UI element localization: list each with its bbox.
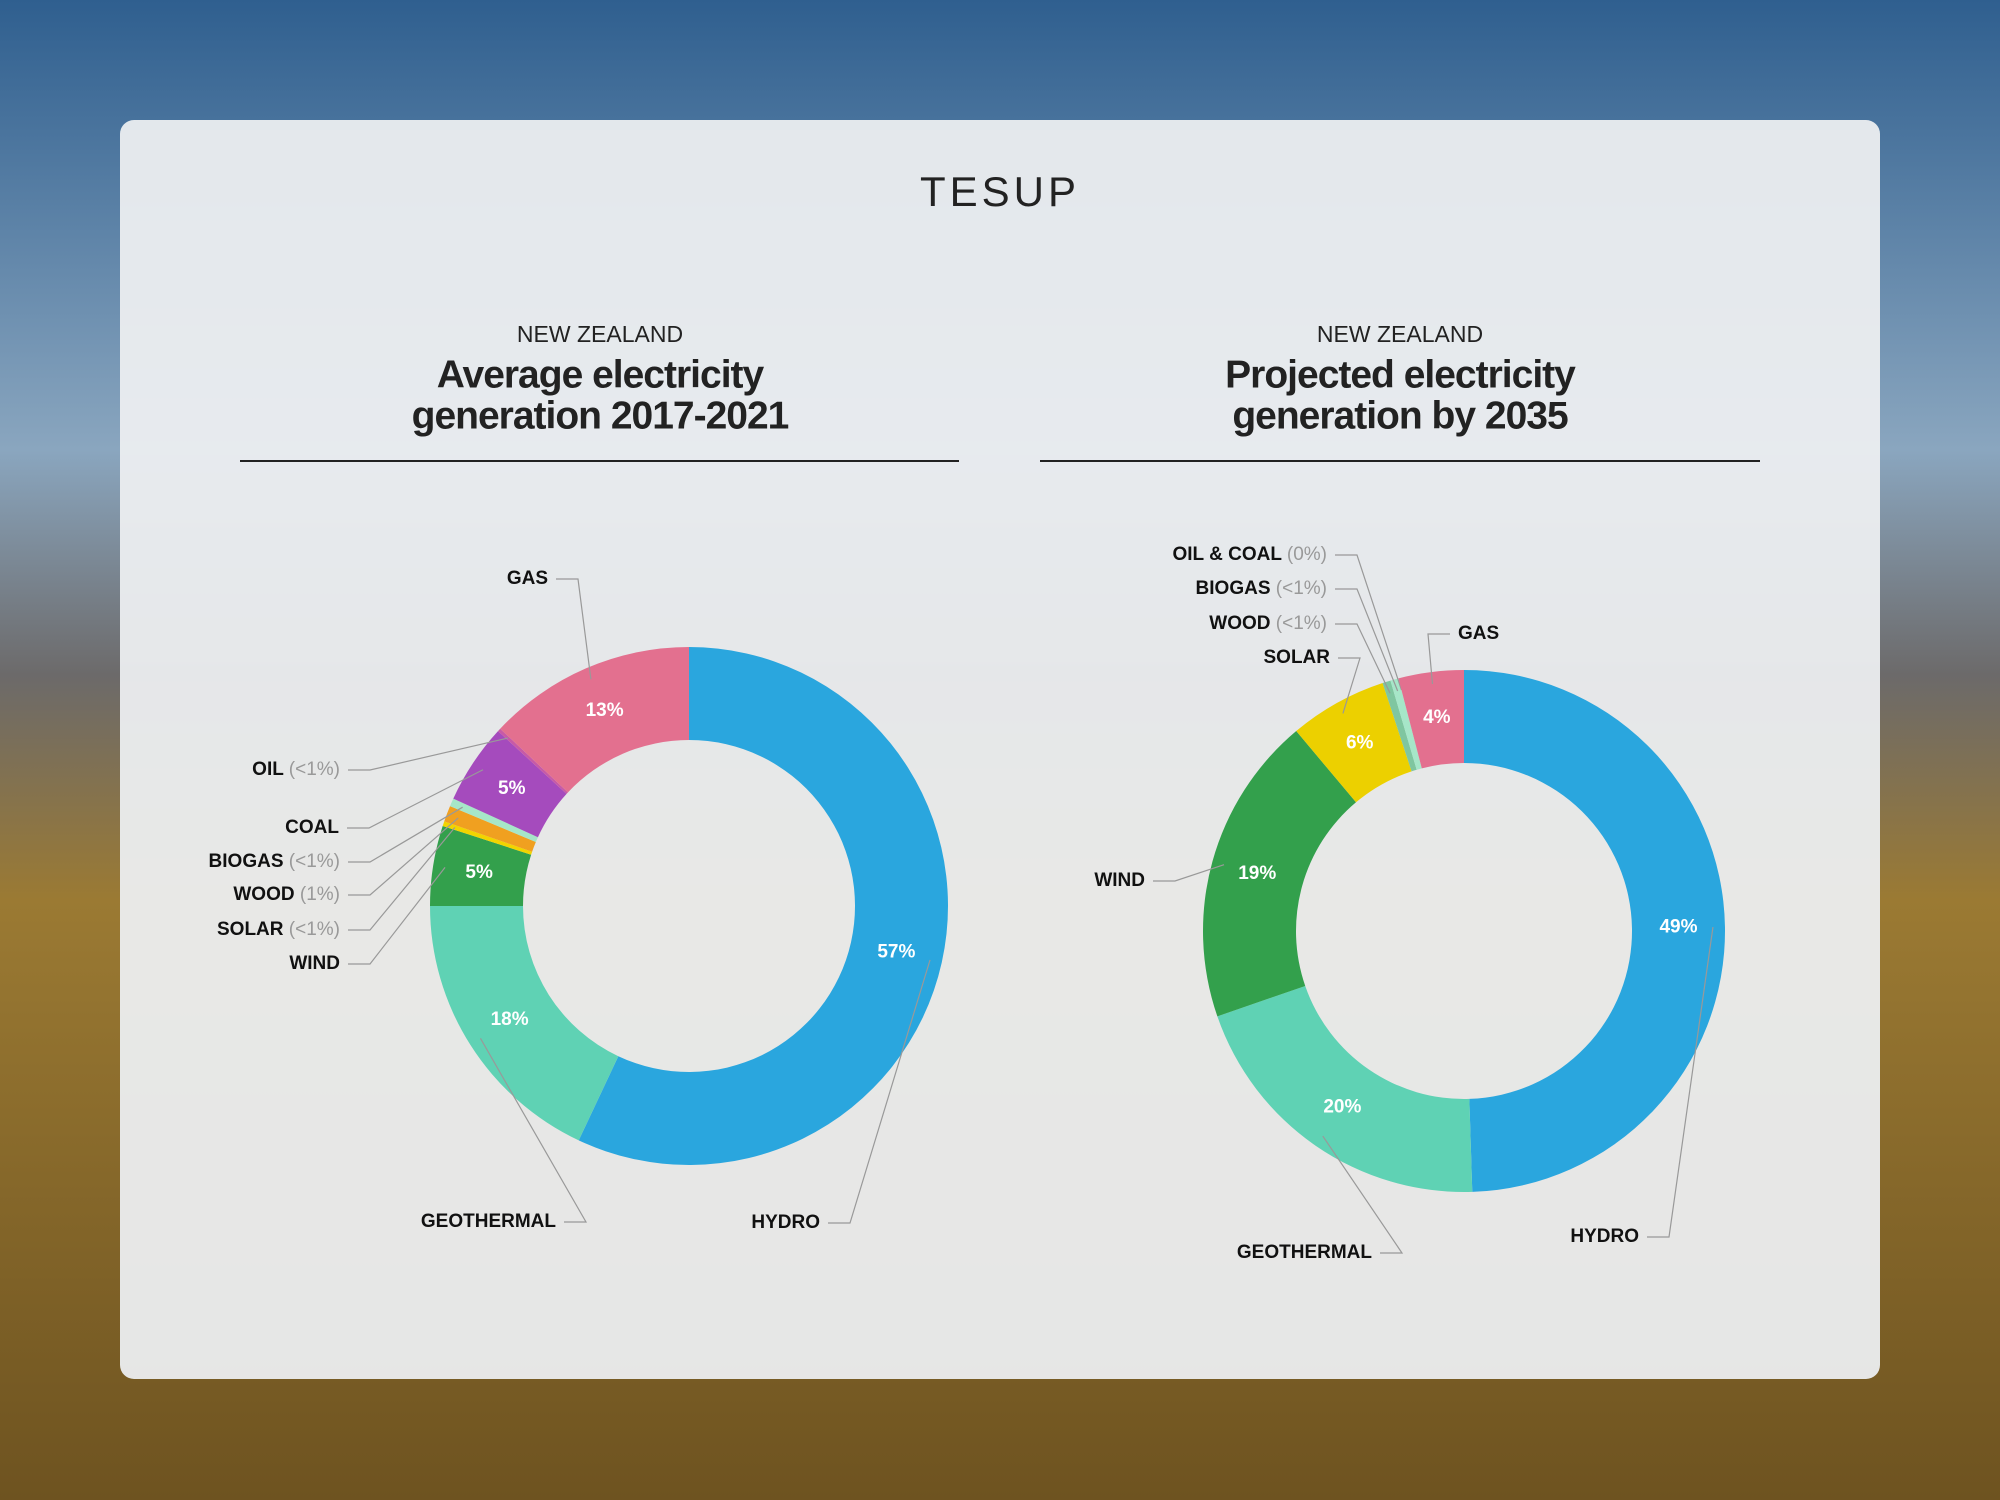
value-label: (0%) [1287, 544, 1327, 565]
value-label: (<1%) [289, 851, 340, 872]
donut-segment [1398, 670, 1464, 769]
leader-line [556, 578, 592, 680]
value-label: (<1%) [1276, 613, 1327, 634]
category-label: OIL (<1%) [252, 759, 340, 780]
donut-segment [1296, 683, 1412, 803]
value-label: 49% [1659, 917, 1697, 938]
value-label: 5% [498, 778, 526, 799]
category-label: GAS [507, 568, 548, 589]
value-label: 19% [1238, 863, 1276, 884]
leader-line [1322, 1135, 1404, 1254]
leader-line [1335, 588, 1399, 692]
donut-segment [500, 647, 689, 793]
value-label: 13% [586, 700, 624, 721]
donut-segment [430, 906, 619, 1141]
chart-title: Projected electricity [1225, 353, 1576, 396]
category-name: WIND [289, 953, 340, 974]
category-name: BIOGAS [1196, 578, 1271, 599]
donut-segment [430, 825, 532, 906]
category-name: WOOD [233, 884, 294, 905]
donut-segment [442, 821, 533, 855]
leader-line [1153, 864, 1225, 882]
leader-line [347, 769, 484, 829]
value-label: 4% [1423, 707, 1451, 728]
donut-segment [1217, 985, 1473, 1193]
category-label: SOLAR (<1%) [217, 919, 340, 940]
leader-line [1427, 633, 1450, 685]
category-name: OIL & COAL [1173, 544, 1283, 565]
category-label: OIL & COAL (0%) [1173, 544, 1328, 565]
category-name: HYDRO [751, 1212, 820, 1233]
donut-segment [450, 798, 538, 842]
category-name: SOLAR [217, 919, 284, 940]
logo: TESUP [920, 168, 1080, 215]
category-label: COAL [285, 817, 339, 838]
donut-segment [444, 806, 536, 852]
category-name: BIOGAS [209, 851, 284, 872]
category-label: WIND [1094, 870, 1145, 891]
category-label: GEOTHERMAL [421, 1211, 557, 1232]
donut-segment [1390, 678, 1422, 770]
category-label: HYDRO [751, 1212, 820, 1233]
donut-segment [497, 728, 568, 794]
value-label: 18% [491, 1009, 529, 1030]
value-label: 20% [1323, 1097, 1361, 1118]
category-name: OIL [252, 759, 284, 780]
value-label: (<1%) [289, 759, 340, 780]
leader-line [1647, 926, 1714, 1238]
value-label: (1%) [300, 884, 340, 905]
leader-line [1338, 657, 1361, 714]
leader-line [348, 737, 509, 771]
category-name: HYDRO [1570, 1226, 1639, 1247]
category-label: GAS [1458, 623, 1499, 644]
donut-segment [578, 647, 949, 1165]
category-label: SOLAR [1264, 647, 1331, 668]
category-name: GEOTHERMAL [1237, 1242, 1373, 1263]
leader-line [348, 827, 456, 931]
chart-title: generation by 2035 [1232, 394, 1568, 437]
category-label: BIOGAS (<1%) [209, 851, 340, 872]
donut-segment [453, 731, 567, 838]
category-label: WIND [289, 953, 340, 974]
chart-supertitle: NEW ZEALAND [517, 321, 683, 347]
leader-line [828, 959, 931, 1224]
leader-line [348, 806, 463, 863]
value-label: (<1%) [1276, 578, 1327, 599]
value-label: 57% [877, 941, 915, 962]
leader-line [348, 866, 446, 965]
category-name: COAL [285, 817, 339, 838]
category-name: GAS [1458, 623, 1499, 644]
donut-segment [1464, 670, 1726, 1192]
category-name: GEOTHERMAL [421, 1211, 557, 1232]
category-name: WIND [1094, 870, 1145, 891]
category-label: HYDRO [1570, 1226, 1639, 1247]
category-label: WOOD (1%) [233, 884, 340, 905]
category-label: BIOGAS (<1%) [1196, 578, 1327, 599]
chart-supertitle: NEW ZEALAND [1317, 321, 1483, 347]
leader-line [1335, 554, 1403, 691]
category-label: GEOTHERMAL [1237, 1242, 1373, 1263]
leader-line [348, 817, 459, 896]
chart-title: Average electricity [437, 353, 765, 396]
category-label: WOOD (<1%) [1209, 613, 1327, 634]
leader-line [1335, 623, 1391, 694]
donut-segment [1202, 731, 1357, 1017]
chart-title: generation 2017-2021 [412, 394, 789, 437]
category-name: GAS [507, 568, 548, 589]
category-name: SOLAR [1264, 647, 1331, 668]
leader-line [479, 1038, 588, 1223]
value-label: (<1%) [289, 919, 340, 940]
donut-segment [1382, 680, 1417, 772]
value-label: 5% [465, 862, 493, 883]
category-name: WOOD [1209, 613, 1270, 634]
value-label: 6% [1346, 733, 1374, 754]
